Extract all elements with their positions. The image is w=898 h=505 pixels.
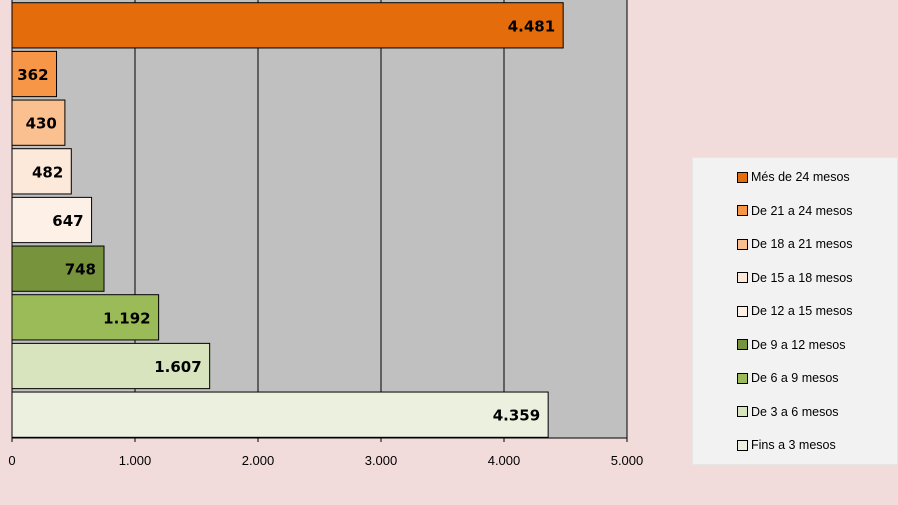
bar [11,294,160,341]
legend-label: De 3 a 6 mesos [751,404,839,419]
legend-item: Fins a 3 mesos [737,436,836,454]
bar [11,148,72,195]
x-tick-label: 5.000 [611,453,644,468]
legend-swatch [737,439,748,451]
x-tick-label: 3.000 [365,453,398,468]
legend-label: Fins a 3 mesos [751,438,836,452]
legend-label: De 21 a 24 mesos [751,203,853,218]
legend-swatch [737,205,748,216]
bar [11,50,58,98]
bar-value-label: 430 [26,115,57,133]
x-tick-label: 1.000 [119,453,152,468]
legend-label: De 9 a 12 mesos [751,337,846,352]
x-tick-label: 2.000 [242,453,275,468]
legend-swatch [737,171,748,183]
legend-item: De 18 a 21 mesos [737,235,852,253]
legend-item: De 12 a 15 mesos [737,302,852,320]
legend-label: Més de 24 mesos [751,170,850,184]
bar [11,245,105,292]
bar [11,342,211,390]
legend-swatch [737,339,748,350]
legend-label: De 12 a 15 mesos [751,304,853,318]
legend-label: De 15 a 18 mesos [751,270,853,285]
bar-value-label: 1.192 [103,309,150,327]
legend-item: De 6 a 9 mesos [737,369,839,387]
legend-item: De 9 a 12 mesos [737,336,846,354]
bar [11,99,66,146]
legend-item: Més de 24 mesos [737,168,850,186]
bar-value-label: 4.359 [493,407,540,425]
legend-label: De 6 a 9 mesos [751,371,839,385]
chart-legend: Més de 24 mesos De 21 a 24 mesos De 18 a 2… [692,157,898,465]
bar-value-label: 647 [52,212,83,230]
legend-item: De 21 a 24 mesos [737,202,852,220]
legend-swatch [737,272,748,283]
bar [11,196,93,244]
legend-swatch [737,372,748,384]
legend-swatch [737,238,748,250]
legend-label: De 18 a 21 mesos [751,237,853,251]
bar-value-label: 362 [17,66,48,84]
bar [11,2,564,49]
legend-item: De 15 a 18 mesos [737,269,852,287]
bar-value-label: 748 [65,261,96,279]
bar-value-label: 482 [32,163,63,181]
legend-swatch [737,406,748,417]
bar-value-label: 4.481 [508,17,555,35]
bar-value-label: 1.607 [154,358,201,376]
x-tick-label: 4.000 [488,453,521,468]
legend-swatch [737,305,748,317]
bar [11,391,549,438]
x-tick-label: 0 [8,453,15,468]
legend-item: De 3 a 6 mesos [737,403,839,421]
